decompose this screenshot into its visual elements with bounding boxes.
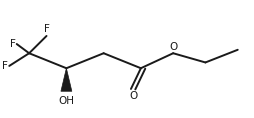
Text: O: O <box>129 91 138 101</box>
Text: F: F <box>44 24 50 34</box>
Text: OH: OH <box>58 96 74 106</box>
Polygon shape <box>61 68 72 91</box>
Text: O: O <box>169 42 177 52</box>
Text: F: F <box>10 39 15 49</box>
Text: F: F <box>2 61 8 71</box>
